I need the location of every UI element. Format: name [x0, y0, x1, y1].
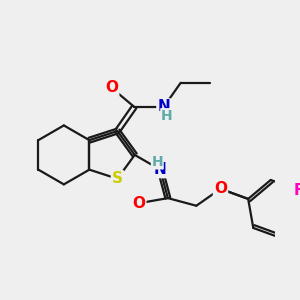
- Text: N: N: [154, 162, 167, 177]
- Text: F: F: [293, 183, 300, 198]
- Text: H: H: [161, 109, 172, 123]
- Text: O: O: [214, 181, 227, 196]
- Text: N: N: [158, 99, 170, 114]
- Text: H: H: [152, 155, 163, 169]
- Text: O: O: [105, 80, 118, 95]
- Text: O: O: [132, 196, 145, 211]
- Text: S: S: [112, 171, 123, 186]
